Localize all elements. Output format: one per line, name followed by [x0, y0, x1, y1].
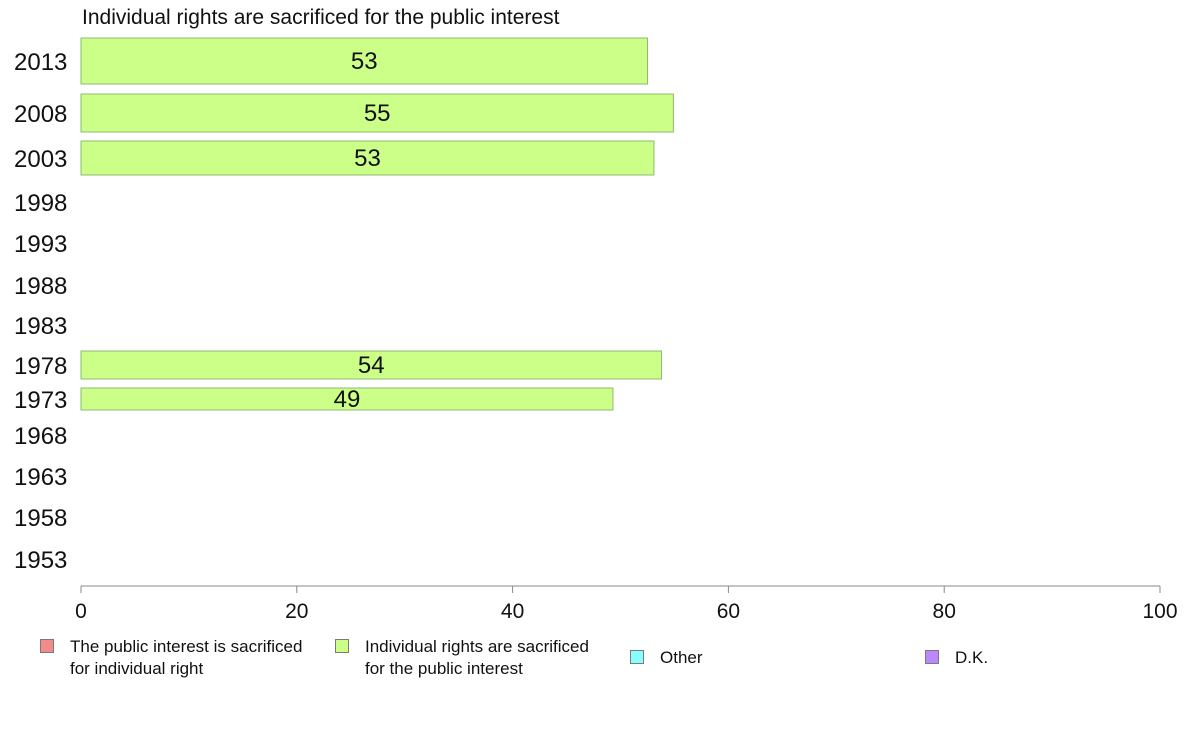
y-tick-label: 2013 — [14, 49, 67, 76]
bar — [80, 93, 674, 133]
legend-item-public-interest-sacrificed: The public interest is sacrificed for in… — [40, 636, 302, 680]
bar — [80, 387, 614, 411]
bar-value-label: 53 — [351, 48, 378, 75]
x-tick-label: 20 — [285, 600, 308, 623]
legend-swatch-public-interest-sacrificed — [40, 639, 54, 653]
bar-value-label: 53 — [354, 145, 381, 172]
x-tick-label: 100 — [1142, 600, 1177, 623]
legend-item-individual-rights-sacrificed: Individual rights are sacrificed for the… — [335, 636, 589, 680]
legend-label-public-interest-sacrificed: The public interest is sacrificed for in… — [70, 636, 302, 680]
y-tick-label: 1978 — [14, 353, 67, 380]
bar-chart: 2013 2008 2003 1998 1993 1988 1983 1978 1973 1968… — [14, 37, 1178, 623]
bar-value-label: 55 — [364, 100, 391, 127]
legend-label-line: Individual rights are sacrificed — [365, 637, 589, 656]
legend-label-dk: D.K. — [955, 647, 988, 669]
y-tick-label: 1958 — [14, 505, 67, 532]
x-tick-label: 80 — [933, 600, 956, 623]
y-tick-label: 1988 — [14, 273, 67, 300]
x-tick-label: 60 — [717, 600, 740, 623]
x-tick-label: 0 — [75, 600, 87, 623]
legend-label-line: D.K. — [955, 648, 989, 667]
legend-label-line: for individual right — [70, 659, 204, 678]
y-tick-label: 1968 — [14, 423, 67, 450]
legend-label-line: for the public interest — [365, 659, 523, 678]
y-tick-label: 2003 — [14, 146, 67, 173]
legend-item-dk: D.K. — [925, 647, 988, 669]
legend-item-other: Other — [630, 647, 703, 669]
bar-value-label: 54 — [358, 352, 385, 379]
bar — [80, 37, 648, 85]
y-tick-label: 1993 — [14, 231, 67, 258]
y-tick-label: 1998 — [14, 190, 67, 217]
x-tick-label: 40 — [501, 600, 524, 623]
legend-swatch-other — [630, 650, 644, 664]
bar-value-label: 49 — [334, 386, 361, 413]
legend-label-line: Other — [660, 648, 703, 667]
bar — [80, 140, 655, 176]
legend-label-other: Other — [660, 647, 703, 669]
y-tick-label: 1963 — [14, 464, 67, 491]
legend-swatch-dk — [925, 650, 939, 664]
y-tick-label: 1973 — [14, 387, 67, 414]
chart-title: Individual rights are sacrificed for the… — [82, 6, 560, 29]
legend-label-individual-rights-sacrificed: Individual rights are sacrificed for the… — [365, 636, 589, 680]
legend-label-line: The public interest is sacrificed — [70, 637, 303, 656]
y-tick-label: 2008 — [14, 101, 67, 128]
legend-swatch-individual-rights-sacrificed — [335, 639, 349, 653]
bar — [80, 350, 663, 380]
y-tick-label: 1983 — [14, 313, 67, 340]
y-tick-label: 1953 — [14, 547, 67, 574]
legend: The public interest is sacrificed for in… — [0, 636, 1188, 686]
